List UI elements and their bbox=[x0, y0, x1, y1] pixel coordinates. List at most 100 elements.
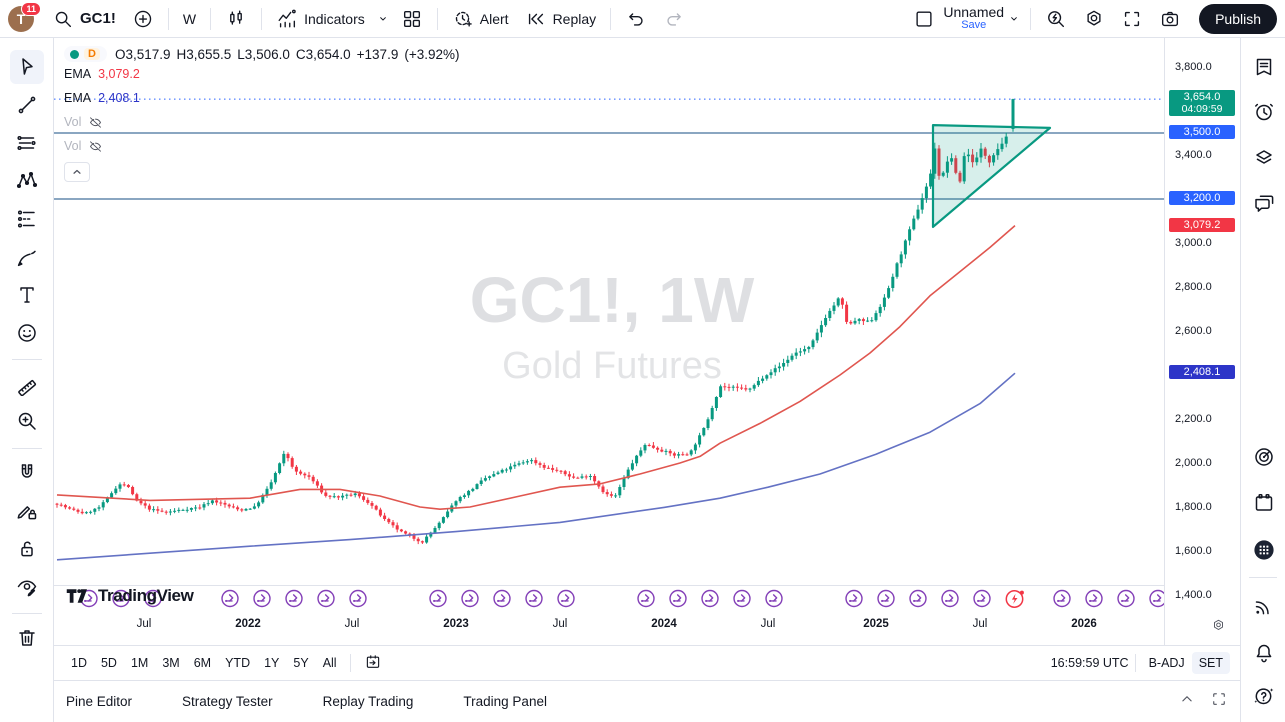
chat-icon[interactable] bbox=[1248, 187, 1279, 218]
xabcd-pattern-tool[interactable] bbox=[10, 164, 44, 198]
settlement-toggle[interactable]: SET bbox=[1191, 652, 1230, 674]
contract-switch-marker[interactable] bbox=[1053, 589, 1072, 608]
screener-radar-icon[interactable] bbox=[1248, 441, 1279, 472]
price-scale-settings-icon[interactable] bbox=[1211, 618, 1226, 636]
range-button-ytd[interactable]: YTD bbox=[218, 652, 257, 674]
ema-fast-badge[interactable]: 3,079.2 bbox=[1169, 217, 1235, 232]
lock-drawings-tool[interactable] bbox=[10, 532, 44, 566]
replay-button[interactable]: Replay bbox=[517, 4, 605, 34]
save-link[interactable]: Save bbox=[961, 19, 987, 32]
contract-switch-marker[interactable] bbox=[285, 589, 304, 608]
layout-caret-button[interactable] bbox=[1004, 7, 1024, 31]
range-button-all[interactable]: All bbox=[316, 652, 344, 674]
indicators-button[interactable]: Indicators bbox=[268, 4, 373, 34]
redo-button[interactable] bbox=[655, 4, 693, 34]
legend-collapse-button[interactable] bbox=[64, 162, 90, 182]
eye-hidden-icon[interactable] bbox=[88, 115, 103, 130]
contract-switch-marker[interactable] bbox=[765, 589, 784, 608]
magnet-tool[interactable] bbox=[10, 456, 44, 490]
notifications-bell-icon[interactable] bbox=[1248, 637, 1279, 668]
indicator-legend-row[interactable]: EMA 2,408.1 bbox=[64, 86, 465, 110]
watchlist-icon[interactable] bbox=[1248, 51, 1279, 82]
cursor-tool[interactable] bbox=[10, 50, 44, 84]
ema-slow-badge[interactable]: 2,408.1 bbox=[1169, 365, 1235, 380]
tab-pine-editor[interactable]: Pine Editor bbox=[66, 688, 132, 715]
time-axis[interactable]: TradingView Jul 2022 Jul 2023 Jul 2024 Jul 2025… bbox=[54, 586, 1164, 645]
panel-maximize-icon[interactable] bbox=[1210, 690, 1228, 713]
contract-switch-marker[interactable] bbox=[877, 589, 896, 608]
hline-badge-3500[interactable]: 3,500.0 bbox=[1169, 125, 1235, 139]
indicator-templates-button[interactable] bbox=[393, 4, 431, 34]
tab-replay-trading[interactable]: Replay Trading bbox=[323, 688, 414, 715]
chart-style-button[interactable] bbox=[217, 4, 255, 34]
compare-add-symbol-button[interactable] bbox=[124, 4, 162, 34]
contract-switch-marker[interactable] bbox=[493, 589, 512, 608]
range-button-5y[interactable]: 5Y bbox=[286, 652, 315, 674]
contract-switch-marker[interactable] bbox=[941, 589, 960, 608]
range-button-1m[interactable]: 1M bbox=[124, 652, 155, 674]
market-status-pill[interactable]: D bbox=[64, 46, 107, 62]
alerts-clock-icon[interactable] bbox=[1248, 96, 1279, 127]
zoom-in-tool[interactable] bbox=[10, 404, 44, 438]
contract-switch-marker[interactable] bbox=[112, 589, 131, 608]
feed-icon[interactable] bbox=[1248, 590, 1279, 621]
interval-button[interactable]: W bbox=[175, 7, 204, 31]
chart-settings-button[interactable] bbox=[1075, 4, 1113, 34]
contract-switch-marker[interactable] bbox=[349, 589, 368, 608]
position-projection-tool[interactable] bbox=[10, 202, 44, 236]
help-icon[interactable] bbox=[1248, 680, 1279, 711]
range-button-1y[interactable]: 1Y bbox=[257, 652, 286, 674]
indicator-legend-row[interactable]: Vol bbox=[64, 134, 465, 158]
contract-switch-marker[interactable] bbox=[461, 589, 480, 608]
calendar-icon[interactable] bbox=[1248, 487, 1279, 518]
indicator-legend-row[interactable]: Vol bbox=[64, 110, 465, 134]
quick-search-button[interactable] bbox=[1037, 4, 1075, 34]
contract-switch-marker[interactable] bbox=[144, 589, 163, 608]
contract-switch-marker[interactable] bbox=[637, 589, 656, 608]
session-clock[interactable]: 16:59:59 UTC bbox=[1050, 656, 1129, 670]
user-avatar[interactable]: T 11 bbox=[8, 1, 41, 32]
adjustment-toggle[interactable]: B-ADJ bbox=[1142, 652, 1192, 674]
contract-switch-marker[interactable] bbox=[429, 589, 448, 608]
layout-name-block[interactable]: Unnamed Save bbox=[943, 5, 1004, 31]
tab-trading-panel[interactable]: Trading Panel bbox=[463, 688, 547, 715]
contract-switch-marker[interactable] bbox=[845, 589, 864, 608]
active-contract-marker[interactable] bbox=[1005, 589, 1024, 608]
text-tool[interactable] bbox=[10, 278, 44, 312]
contract-switch-marker[interactable] bbox=[1085, 589, 1104, 608]
contract-switch-marker[interactable] bbox=[733, 589, 752, 608]
contract-switch-marker[interactable] bbox=[909, 589, 928, 608]
contract-switch-marker[interactable] bbox=[973, 589, 992, 608]
range-button-1d[interactable]: 1D bbox=[64, 652, 94, 674]
hline-badge-3200[interactable]: 3,200.0 bbox=[1169, 191, 1235, 205]
ruler-tool[interactable] bbox=[10, 367, 44, 401]
indicator-templates-caret[interactable] bbox=[373, 7, 393, 31]
apps-grid-icon[interactable] bbox=[1248, 534, 1279, 565]
layout-select-button[interactable] bbox=[905, 4, 943, 34]
panel-expand-chevron[interactable] bbox=[1178, 690, 1196, 713]
contract-switch-marker[interactable] bbox=[525, 589, 544, 608]
contract-switch-marker[interactable] bbox=[317, 589, 336, 608]
object-tree-layers-icon[interactable] bbox=[1248, 142, 1279, 173]
publish-button[interactable]: Publish bbox=[1199, 3, 1277, 34]
brush-tool[interactable] bbox=[10, 240, 44, 274]
tab-strategy-tester[interactable]: Strategy Tester bbox=[182, 688, 273, 715]
indicator-legend-row[interactable]: EMA 3,079.2 bbox=[64, 62, 465, 86]
range-button-6m[interactable]: 6M bbox=[187, 652, 218, 674]
price-axis[interactable]: 3,800.0 3,400.0 3,000.0 2,800.0 2,600.0 2,200… bbox=[1165, 38, 1240, 645]
contract-switch-marker[interactable] bbox=[669, 589, 688, 608]
contract-switch-marker[interactable] bbox=[1149, 589, 1164, 608]
alert-button[interactable]: Alert bbox=[444, 4, 517, 34]
last-price-badge[interactable]: 3,654.0 04:09:59 bbox=[1169, 90, 1235, 117]
fib-retracement-tool[interactable] bbox=[10, 126, 44, 160]
contract-switch-marker[interactable] bbox=[221, 589, 240, 608]
undo-button[interactable] bbox=[617, 4, 655, 34]
contract-switch-marker[interactable] bbox=[1117, 589, 1136, 608]
emoji-tool[interactable] bbox=[10, 316, 44, 350]
trend-line-tool[interactable] bbox=[10, 88, 44, 122]
hide-drawings-tool[interactable] bbox=[10, 570, 44, 604]
fullscreen-button[interactable] bbox=[1113, 4, 1151, 34]
go-to-date-button[interactable] bbox=[357, 649, 389, 678]
range-button-3m[interactable]: 3M bbox=[155, 652, 186, 674]
contract-switch-marker[interactable] bbox=[253, 589, 272, 608]
